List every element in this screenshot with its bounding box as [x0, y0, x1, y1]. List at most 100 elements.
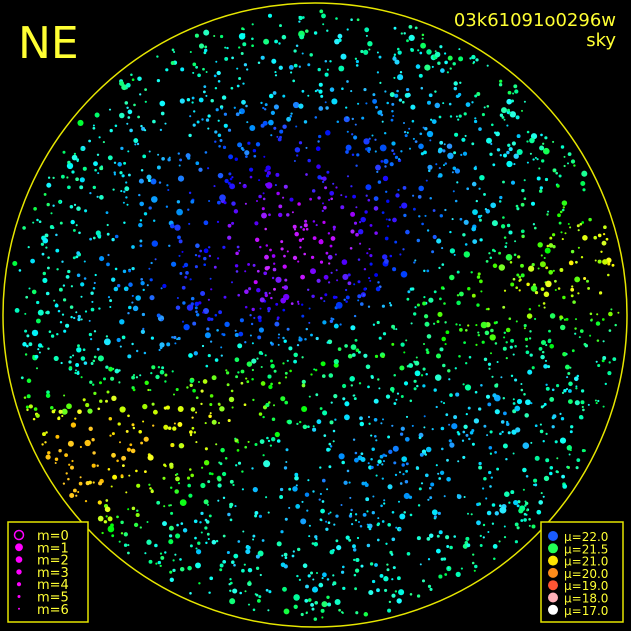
star	[62, 482, 66, 485]
star	[131, 506, 136, 511]
star	[397, 74, 404, 81]
star	[270, 359, 273, 363]
star	[302, 228, 306, 231]
star	[419, 132, 423, 136]
star	[316, 88, 319, 92]
star	[394, 59, 400, 65]
star	[480, 384, 483, 387]
star	[298, 238, 303, 243]
star	[90, 291, 94, 295]
star	[242, 33, 246, 36]
star	[335, 301, 343, 309]
star	[183, 323, 190, 331]
star	[195, 547, 198, 550]
legend-symbol	[548, 567, 558, 578]
star	[560, 145, 565, 149]
star	[392, 56, 397, 61]
star	[292, 79, 296, 83]
star	[380, 504, 383, 508]
star	[310, 255, 315, 260]
star	[258, 351, 263, 355]
star	[258, 179, 261, 182]
star	[149, 278, 153, 282]
star	[433, 388, 437, 392]
star	[502, 443, 508, 449]
star	[323, 274, 329, 280]
star	[204, 332, 211, 339]
star	[142, 420, 145, 423]
star	[438, 574, 443, 579]
star	[137, 76, 142, 81]
star	[151, 240, 158, 247]
star	[113, 173, 117, 176]
star	[296, 422, 299, 426]
star	[349, 496, 352, 499]
star	[395, 328, 398, 331]
star	[363, 287, 367, 291]
star	[134, 143, 137, 146]
star	[500, 224, 506, 229]
star	[350, 325, 356, 331]
star	[285, 448, 289, 452]
star	[350, 229, 355, 234]
star	[390, 553, 394, 556]
star	[503, 525, 506, 528]
star	[91, 463, 96, 468]
star	[597, 259, 602, 264]
star	[127, 173, 131, 177]
star	[353, 221, 358, 225]
star	[372, 495, 375, 498]
star	[597, 363, 601, 368]
star	[38, 351, 41, 354]
star	[344, 195, 348, 198]
star	[310, 602, 315, 607]
star	[354, 587, 357, 591]
star	[346, 116, 349, 119]
star	[291, 554, 295, 558]
star	[120, 520, 124, 525]
star	[379, 573, 384, 578]
star	[294, 231, 299, 237]
star	[176, 200, 181, 204]
star	[295, 484, 298, 487]
star	[293, 359, 297, 364]
star	[486, 105, 490, 108]
star	[447, 369, 451, 373]
star	[116, 459, 119, 463]
star	[475, 199, 478, 203]
star	[329, 190, 335, 196]
star	[403, 351, 406, 354]
star	[235, 112, 240, 117]
star	[428, 486, 432, 490]
star	[314, 600, 319, 605]
star	[301, 52, 304, 55]
star	[496, 148, 501, 152]
star	[351, 153, 355, 157]
star	[301, 89, 305, 93]
star	[531, 262, 535, 267]
star	[119, 112, 125, 119]
star	[328, 448, 331, 451]
star	[293, 604, 298, 609]
star	[89, 380, 93, 384]
star	[390, 386, 395, 392]
star	[540, 254, 543, 257]
star	[191, 304, 194, 307]
star	[552, 245, 556, 249]
star	[363, 88, 367, 92]
star	[433, 515, 437, 519]
star	[210, 472, 214, 476]
star	[526, 140, 529, 143]
star	[312, 220, 316, 223]
star	[391, 424, 394, 427]
star	[391, 102, 395, 106]
star	[192, 123, 196, 127]
star	[301, 237, 305, 241]
star	[69, 356, 72, 359]
star	[178, 442, 185, 449]
star	[186, 97, 191, 102]
star	[136, 483, 141, 488]
star	[270, 296, 273, 300]
star	[418, 185, 424, 192]
star	[381, 463, 384, 466]
